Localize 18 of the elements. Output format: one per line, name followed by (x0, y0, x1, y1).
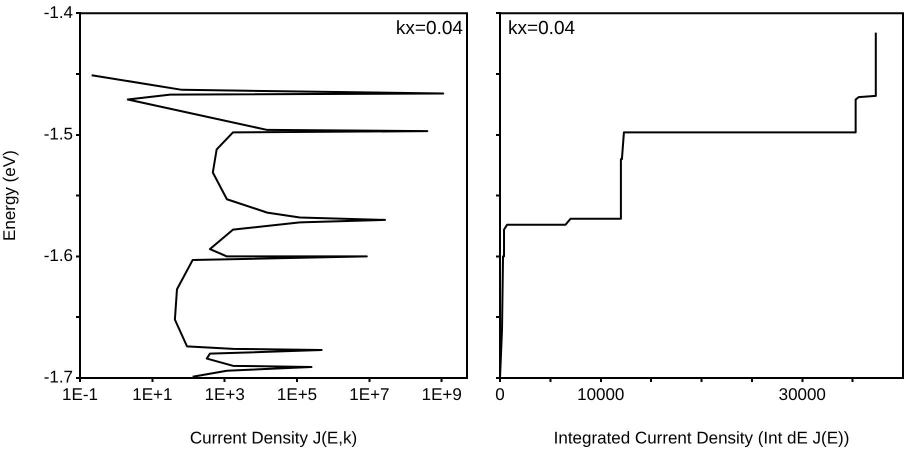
x-axis-title: Integrated Current Density (Int dE J(E)) (554, 428, 850, 448)
y-tick-label: -1.4 (44, 2, 73, 22)
x-tick-label: 1E+5 (276, 384, 318, 404)
x-tick-label: 0 (495, 384, 505, 404)
x-tick-label: 1E+1 (132, 384, 172, 404)
x-tick-label: 1E-1 (62, 384, 98, 404)
x-tick-label: 10000 (577, 384, 624, 404)
y-tick-label: -1.7 (44, 368, 73, 387)
x-tick-label: 1E+7 (349, 384, 390, 404)
annotation: kx=0.04 (396, 18, 464, 39)
y-tick-label: -1.5 (44, 124, 73, 144)
y-axis-title: Energy (eV) (0, 150, 19, 241)
x-tick-label: 1E+9 (422, 384, 462, 404)
x-tick-label: 30000 (778, 384, 826, 404)
x-axis-title: Current Density J(E,k) (190, 428, 358, 448)
y-tick-label: -1.6 (44, 246, 73, 266)
annotation: kx=0.04 (508, 18, 576, 39)
x-tick-label: 1E+3 (204, 384, 245, 404)
